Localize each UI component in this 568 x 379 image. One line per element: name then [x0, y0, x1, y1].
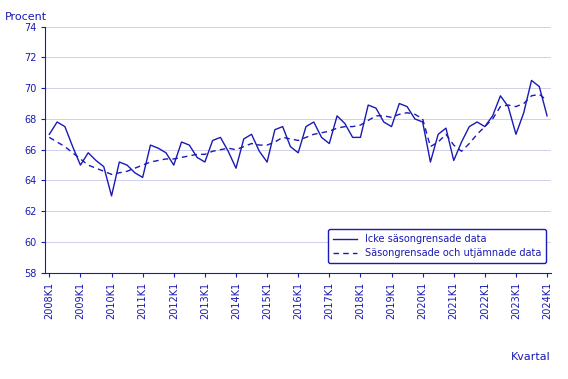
Icke säsongrensade data [264, 160, 270, 164]
Säsongrensade och utjämnade data [536, 92, 542, 97]
Icke säsongrensade data [482, 124, 488, 129]
Text: Procent: Procent [5, 12, 47, 22]
Säsongrensade och utjämnade data [264, 143, 270, 147]
Säsongrensade och utjämnade data [202, 152, 208, 157]
Säsongrensade och utjämnade data [108, 172, 115, 177]
Legend: Icke säsongrensade data, Säsongrensade och utjämnade data: Icke säsongrensade data, Säsongrensade o… [328, 229, 546, 263]
Icke säsongrensade data [520, 110, 527, 115]
Line: Icke säsongrensade data: Icke säsongrensade data [49, 80, 547, 196]
Säsongrensade och utjämnade data [46, 135, 53, 140]
Icke säsongrensade data [108, 194, 115, 198]
Säsongrensade och utjämnade data [170, 157, 177, 161]
Text: Kvartal: Kvartal [511, 352, 551, 362]
Säsongrensade och utjämnade data [520, 101, 527, 106]
Icke säsongrensade data [202, 160, 208, 164]
Icke säsongrensade data [544, 114, 550, 118]
Line: Säsongrensade och utjämnade data: Säsongrensade och utjämnade data [49, 94, 547, 174]
Icke säsongrensade data [46, 132, 53, 136]
Säsongrensade och utjämnade data [310, 132, 317, 136]
Säsongrensade och utjämnade data [544, 98, 550, 103]
Icke säsongrensade data [310, 120, 317, 124]
Säsongrensade och utjämnade data [482, 124, 488, 129]
Icke säsongrensade data [528, 78, 535, 83]
Icke säsongrensade data [170, 163, 177, 168]
